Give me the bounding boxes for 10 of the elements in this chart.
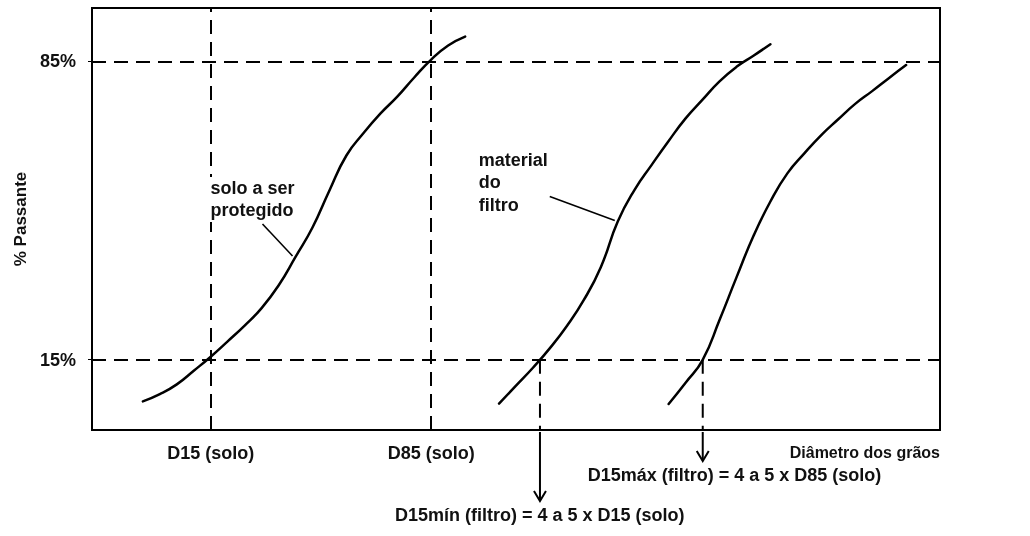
x-tick-label: D85 (solo) (387, 443, 475, 463)
y-axis-title: % Passante (11, 171, 31, 267)
text: D15máx (filtro) = 4 a 5 x D85 (solo) (587, 464, 882, 487)
text: D15mín (filtro) = 4 a 5 x D15 (solo) (394, 504, 685, 527)
x-axis-title: Diâmetro dos grãos (789, 443, 941, 461)
x-tick-label: D15 (solo) (167, 443, 255, 463)
y-tick-label: 85% (39, 51, 76, 72)
annotation: solo a ser protegido (210, 176, 295, 222)
annotation: material do filtro (478, 148, 548, 217)
y-tick-label: 15% (39, 349, 76, 370)
